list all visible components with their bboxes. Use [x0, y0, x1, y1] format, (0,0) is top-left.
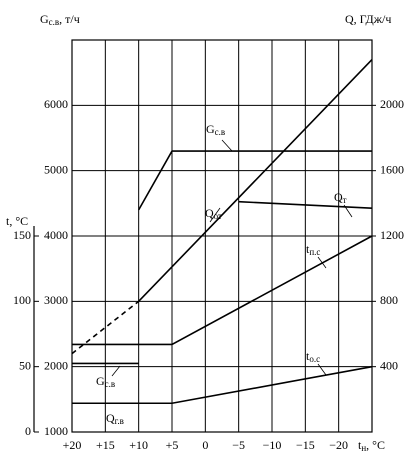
y-tick-label: 2000 — [44, 358, 68, 372]
y2-tick-label: 800 — [380, 293, 398, 307]
x-title-sub: н — [361, 443, 366, 453]
y2-tick-label: 1600 — [380, 162, 404, 176]
y3-tick-label: 50 — [19, 358, 31, 372]
series-label: tо.с — [306, 349, 320, 364]
series-label-sub: с.в — [215, 127, 226, 137]
y-tick-label: 1000 — [44, 424, 68, 438]
y2-tick-label: 2000 — [380, 97, 404, 111]
y-title-unit: , т/ч — [59, 12, 80, 26]
x-tick-label: −10 — [263, 438, 282, 452]
x-tick-label: −20 — [329, 438, 348, 452]
series-label: Gс.в — [206, 122, 225, 137]
x-tick-label: +5 — [166, 438, 179, 452]
x-tick-label: −15 — [296, 438, 315, 452]
y3-title: t, °C — [6, 214, 28, 228]
y-tick-label: 6000 — [44, 97, 68, 111]
series-label-main: t — [306, 242, 310, 256]
series-line — [137, 150, 372, 211]
x-tick-label: −5 — [232, 438, 245, 452]
x-tick-label: +10 — [129, 438, 148, 452]
y3-tick-label: 0 — [25, 424, 31, 438]
y-tick-label: 3000 — [44, 293, 68, 307]
series-label-main: Q — [205, 206, 214, 220]
series-label: tп.с — [306, 242, 320, 257]
y2-title: Q, ГДж/ч — [345, 12, 391, 26]
y-title-sub: с.в — [49, 17, 60, 27]
series-label: Qт — [334, 190, 347, 205]
x-tick-label: +15 — [96, 438, 115, 452]
annotation: Qг.в — [106, 411, 124, 426]
y-title-main: G — [40, 12, 49, 26]
leader — [343, 204, 353, 218]
series-label: Gс.в — [96, 374, 115, 389]
leader — [111, 365, 121, 377]
series-label-sub: с.в — [105, 379, 116, 389]
series-label-main: t — [306, 349, 310, 363]
series-label-main: G — [96, 374, 105, 388]
leader — [317, 363, 327, 376]
series-label: Qот — [205, 206, 222, 221]
x-tick-label: 0 — [202, 438, 208, 452]
series-label-sub: т — [343, 195, 347, 205]
x-title-unit: , °C — [366, 438, 385, 452]
y3-tick-label: 100 — [13, 293, 31, 307]
leader — [209, 207, 221, 223]
series-label-sub: о.с — [309, 354, 320, 364]
y2-tick-label: 1200 — [380, 228, 404, 242]
leader — [317, 256, 327, 269]
x-title-main: t — [358, 438, 362, 452]
y-tick-label: 5000 — [44, 162, 68, 176]
series-label-main: G — [206, 122, 215, 136]
x-tick-label: +20 — [63, 438, 82, 452]
series-line — [138, 59, 373, 302]
series-line — [72, 235, 373, 346]
y3-tick-label: 150 — [13, 228, 31, 242]
annotation-main: Q — [106, 411, 115, 425]
x-title: tн, °C — [358, 438, 385, 453]
series-line — [72, 365, 373, 405]
y2-tick-label: 400 — [380, 358, 398, 372]
series-label-main: Q — [334, 190, 343, 204]
series-label-sub: п.с — [309, 247, 320, 257]
y-title: Gс.в, т/ч — [40, 12, 80, 27]
y-tick-label: 4000 — [44, 228, 68, 242]
series-label-sub: от — [214, 211, 222, 221]
leader — [221, 139, 233, 152]
series-line — [238, 200, 373, 210]
annotation-sub: г.в — [115, 416, 124, 426]
